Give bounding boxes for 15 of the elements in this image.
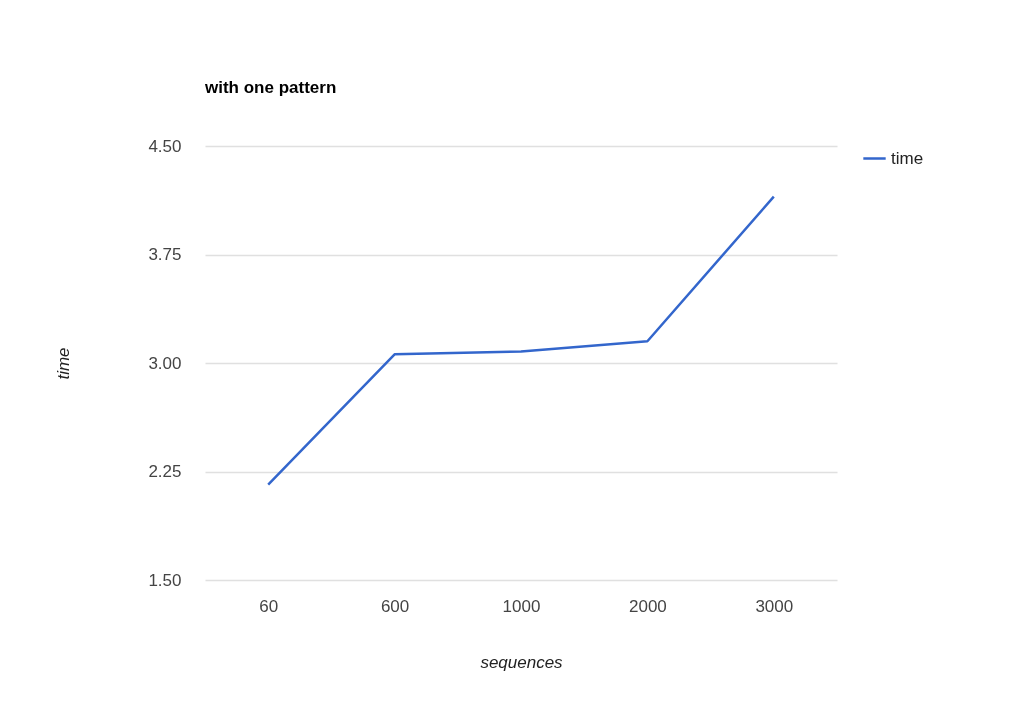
x-tick-label: 2000 <box>628 596 667 616</box>
chart-title: with one pattern <box>204 78 337 97</box>
x-tick-label: 1000 <box>502 596 541 616</box>
y-axis-title: time <box>54 347 74 380</box>
x-axis-title: sequences <box>480 652 564 672</box>
x-tick-label: 600 <box>380 596 410 616</box>
x-tick-label: 3000 <box>755 596 794 616</box>
y-tick-label: 3.75 <box>148 245 182 264</box>
line-series <box>266 195 776 486</box>
legend-label: time <box>891 148 924 168</box>
y-tick-label: 1.50 <box>148 570 182 590</box>
y-tick-label: 2.25 <box>148 462 182 481</box>
y-tick-label: 4.50 <box>148 136 182 156</box>
x-tick-label: 60 <box>259 596 279 616</box>
y-tick-label: 3.00 <box>148 353 182 373</box>
